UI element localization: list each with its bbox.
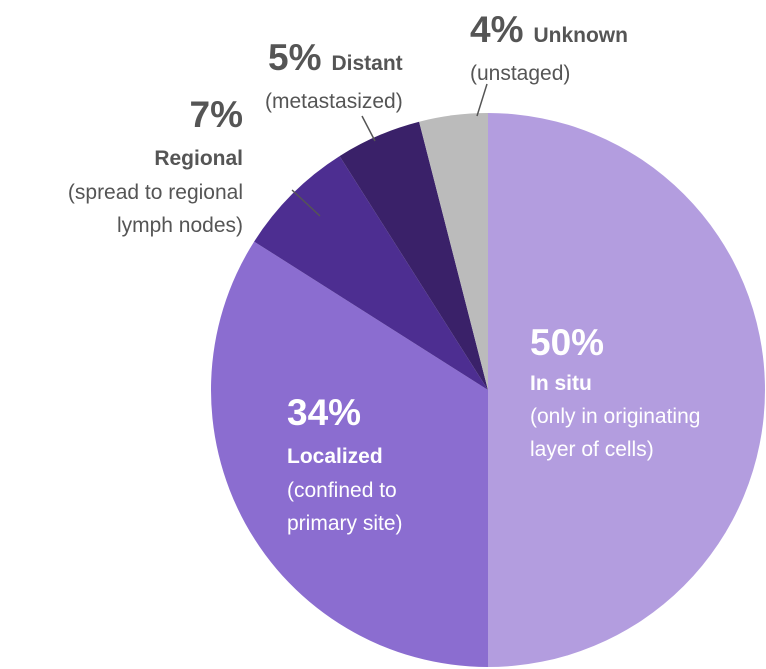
slice-description: layer of cells) bbox=[530, 438, 654, 461]
slice-description: (unstaged) bbox=[470, 62, 570, 85]
slice-label: 5% Distant bbox=[268, 37, 403, 78]
pie-slice bbox=[339, 121, 488, 391]
pie-slice bbox=[419, 113, 488, 390]
slice-description: (metastasized) bbox=[265, 90, 403, 113]
slice-percent: 7% bbox=[190, 94, 243, 135]
slice-percent: 34% bbox=[287, 392, 361, 433]
slice-percent: 4% bbox=[470, 9, 523, 50]
slice-percent: 50% bbox=[530, 322, 604, 363]
slice-label: 4% Unknown bbox=[470, 9, 628, 50]
leader-line bbox=[291, 189, 321, 217]
slice-description: (only in originating bbox=[530, 405, 700, 428]
pie-slice bbox=[254, 156, 488, 390]
slice-description: lymph nodes) bbox=[117, 214, 243, 237]
slice-description: primary site) bbox=[287, 512, 403, 535]
leader-line bbox=[476, 83, 488, 117]
slice-percent: 5% bbox=[268, 37, 321, 78]
slice-description: (confined to bbox=[287, 479, 397, 502]
leader-line bbox=[361, 115, 376, 142]
slice-name: Localized bbox=[287, 445, 383, 468]
slice-name: In situ bbox=[530, 372, 592, 395]
slice-description: (spread to regional bbox=[68, 181, 243, 204]
slice-name: Distant bbox=[331, 52, 402, 75]
slice-name: Regional bbox=[154, 147, 243, 170]
slice-name: Unknown bbox=[533, 24, 628, 47]
pie-slice bbox=[488, 113, 765, 667]
pie-slice bbox=[210, 241, 488, 667]
